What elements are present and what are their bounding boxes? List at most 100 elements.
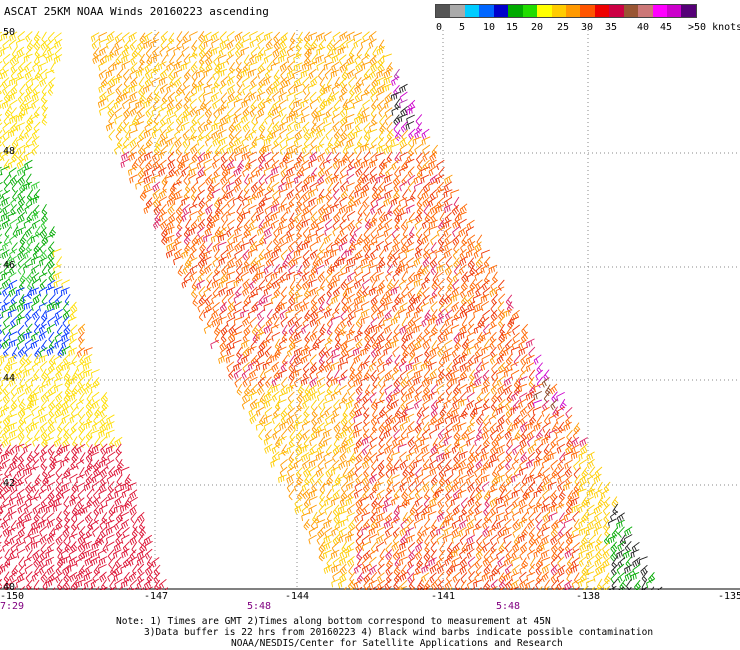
- wind-barb: [341, 211, 349, 223]
- wind-barb: [143, 99, 152, 109]
- wind-barb: [346, 31, 355, 41]
- wind-barb: [596, 533, 602, 546]
- wind-barb: [115, 129, 122, 141]
- wind-barb: [469, 279, 477, 291]
- wind-barb: [64, 384, 72, 397]
- wind-barb: [330, 241, 340, 251]
- wind-barb: [272, 196, 280, 208]
- wind-barb: [181, 166, 190, 177]
- wind-barb: [120, 91, 130, 101]
- wind-barb: [593, 526, 603, 536]
- wind-barb: [384, 369, 393, 381]
- wind-barb: [263, 436, 273, 446]
- wind-barb: [496, 435, 505, 447]
- wind-barb: [121, 488, 131, 499]
- wind-barb: [99, 422, 107, 433]
- wind-barb: [406, 564, 415, 576]
- wind-barb: [165, 226, 175, 236]
- wind-barb: [42, 474, 50, 487]
- wind-barb: [145, 106, 153, 118]
- wind-barb: [47, 263, 55, 275]
- wind-barb: [150, 68, 160, 79]
- wind-barb: [536, 572, 543, 584]
- wind-barb: [277, 399, 287, 408]
- wind-barb: [407, 287, 415, 299]
- wind-barb: [91, 38, 100, 50]
- wind-barb: [32, 436, 41, 447]
- colorbar-label: 15: [506, 22, 519, 33]
- wind-barb: [18, 564, 26, 576]
- footnote-line: 3)Data buffer is 22 hrs from 20160223 4)…: [144, 627, 654, 638]
- wind-barb: [324, 173, 333, 185]
- wind-barb: [333, 188, 340, 200]
- wind-barb: [61, 555, 71, 565]
- wind-barb: [318, 204, 326, 216]
- wind-barb: [339, 31, 348, 42]
- wind-barb: [371, 301, 379, 313]
- wind-barb: [330, 466, 340, 476]
- wind-barb: [31, 482, 40, 493]
- wind-barb: [436, 444, 446, 454]
- wind-barb: [286, 129, 295, 140]
- wind-barb: [436, 188, 445, 198]
- wind-barb: [453, 429, 461, 442]
- wind-barb: [0, 525, 3, 528]
- wind-barb: [16, 203, 25, 215]
- wind-barb: [76, 519, 85, 531]
- wind-barb: [304, 38, 312, 51]
- wind-barb: [212, 271, 221, 282]
- wind-barb: [226, 286, 236, 297]
- wind-barb: [495, 496, 505, 505]
- wind-barb: [295, 234, 302, 247]
- wind-barb: [0, 158, 3, 161]
- wind-barb: [22, 293, 32, 303]
- wind-barb: [444, 324, 452, 336]
- lat-label: 42: [3, 478, 16, 489]
- wind-barb: [227, 47, 236, 58]
- wind-barb: [571, 444, 580, 454]
- wind-barb: [280, 316, 288, 328]
- wind-barb: [220, 346, 228, 358]
- wind-barb: [308, 526, 318, 537]
- wind-barb: [496, 466, 505, 477]
- wind-barb: [0, 129, 3, 142]
- wind-barb: [226, 39, 235, 50]
- wind-barb: [349, 361, 356, 374]
- wind-barb: [280, 361, 288, 373]
- wind-barb: [293, 339, 302, 349]
- wind-barb: [382, 83, 392, 93]
- wind-barb: [407, 436, 415, 448]
- wind-barb: [292, 69, 302, 80]
- wind-barb: [341, 68, 349, 81]
- wind-barb: [317, 152, 326, 163]
- wind-barb: [326, 511, 333, 523]
- wind-barb: [382, 317, 392, 327]
- wind-barb: [121, 143, 130, 155]
- wind-barb: [617, 572, 626, 583]
- wind-barb: [495, 512, 505, 521]
- wind-barb: [144, 62, 153, 73]
- wind-barb: [557, 480, 565, 492]
- wind-barb: [153, 572, 161, 584]
- wind-barb: [85, 473, 93, 485]
- wind-barb: [541, 526, 551, 537]
- wind-barb: [382, 503, 392, 514]
- wind-barb: [180, 62, 190, 71]
- wind-barb: [158, 106, 167, 117]
- wind-barb: [175, 99, 183, 111]
- wind-barb: [304, 309, 312, 322]
- wind-barb: [360, 91, 370, 101]
- wind-barb: [327, 182, 333, 194]
- wind-barb: [197, 151, 206, 163]
- wind-barb: [450, 414, 460, 424]
- wind-barb: [18, 129, 25, 142]
- wind-barb: [47, 414, 55, 426]
- wind-barb: [79, 436, 86, 448]
- wind-barb: [469, 264, 477, 277]
- wind-barb: [338, 459, 347, 470]
- wind-barb: [594, 556, 603, 568]
- wind-barb: [428, 249, 438, 260]
- wind-barb: [241, 31, 251, 43]
- wind-barb: [451, 286, 460, 298]
- wind-barb: [151, 106, 160, 117]
